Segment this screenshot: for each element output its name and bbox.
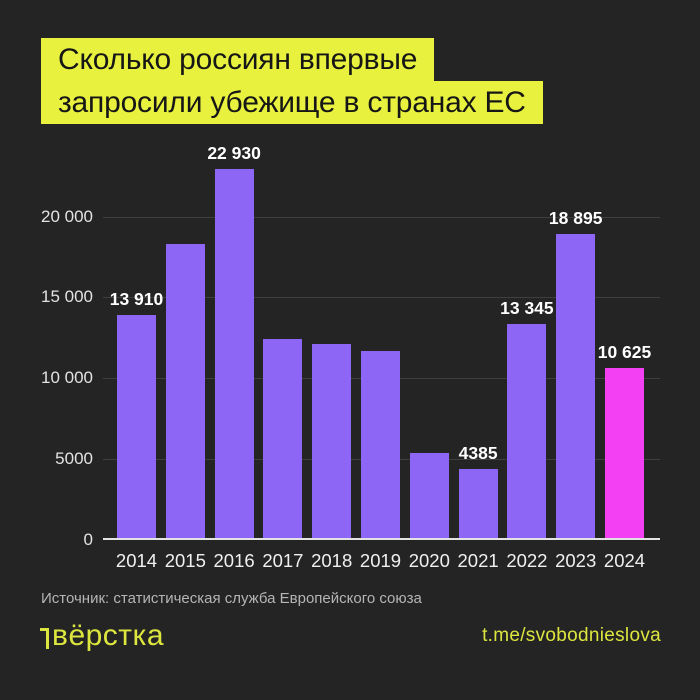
chart-title-line-1: Сколько россиян впервые <box>41 38 435 81</box>
verstka-logo: вёрстка <box>40 618 164 654</box>
y-tick-label: 0 <box>83 530 93 549</box>
bar-2014 <box>117 315 156 540</box>
bar-2021 <box>458 469 498 540</box>
bar-value-label-2021: 4385 <box>458 443 498 464</box>
logo-text: вёрстка <box>52 619 165 652</box>
gridline <box>103 216 660 218</box>
bar-2022 <box>507 324 547 540</box>
x-tick-label-2014: 2014 <box>115 550 158 571</box>
x-tick-label-2015: 2015 <box>164 550 206 571</box>
x-tick-label-2016: 2016 <box>213 550 255 571</box>
y-tick-label: 15 000 <box>41 287 93 307</box>
x-tick-label-2020: 2020 <box>408 550 450 571</box>
bar-value-label-2022: 13 345 <box>500 298 554 319</box>
x-tick-label-2021: 2021 <box>457 550 499 571</box>
x-tick-label-2022: 2022 <box>506 550 548 571</box>
x-tick-label-2024: 2024 <box>603 550 646 571</box>
y-tick-label: 5000 <box>55 449 93 469</box>
bar-2018 <box>312 344 352 540</box>
x-tick-label-2018: 2018 <box>311 550 353 571</box>
bar-2023 <box>556 234 596 540</box>
y-axis: 0 5000 10 000 15 000 20 000 <box>0 150 93 549</box>
y-tick-label: 20 000 <box>41 206 93 226</box>
chart-title: Сколько россиян впервые запросили убежищ… <box>41 38 543 124</box>
y-tick-label: 10 000 <box>41 368 93 388</box>
chart-title-line-2: запросили убежище в странах ЕС <box>41 81 543 124</box>
bar-value-label-2014: 13 910 <box>109 289 164 310</box>
bar-value-label-2023: 18 895 <box>548 208 603 229</box>
telegram-link: t.me/svobodnieslova <box>482 625 661 646</box>
logo-cursor-icon <box>40 628 49 649</box>
bar-2019 <box>361 350 400 540</box>
x-axis-baseline <box>103 538 660 540</box>
bar-2024 <box>605 368 644 540</box>
bar-2016 <box>214 169 254 540</box>
x-tick-label-2017: 2017 <box>262 550 304 571</box>
x-tick-label-2023: 2023 <box>555 550 597 571</box>
bar-value-label-2024: 10 625 <box>597 342 652 363</box>
bar-2017 <box>263 338 303 540</box>
source-text: Источник: статистическая служба Европейс… <box>41 590 422 607</box>
x-tick-label-2019: 2019 <box>359 550 402 571</box>
bar-value-label-2016: 22 930 <box>207 143 261 164</box>
bar-2020 <box>409 452 449 540</box>
bar-2015 <box>165 244 205 540</box>
plot-area: 13 910 2014 2015 22 930 2016 2017 2018 2019 2020… <box>103 143 660 571</box>
gridline <box>103 297 660 299</box>
